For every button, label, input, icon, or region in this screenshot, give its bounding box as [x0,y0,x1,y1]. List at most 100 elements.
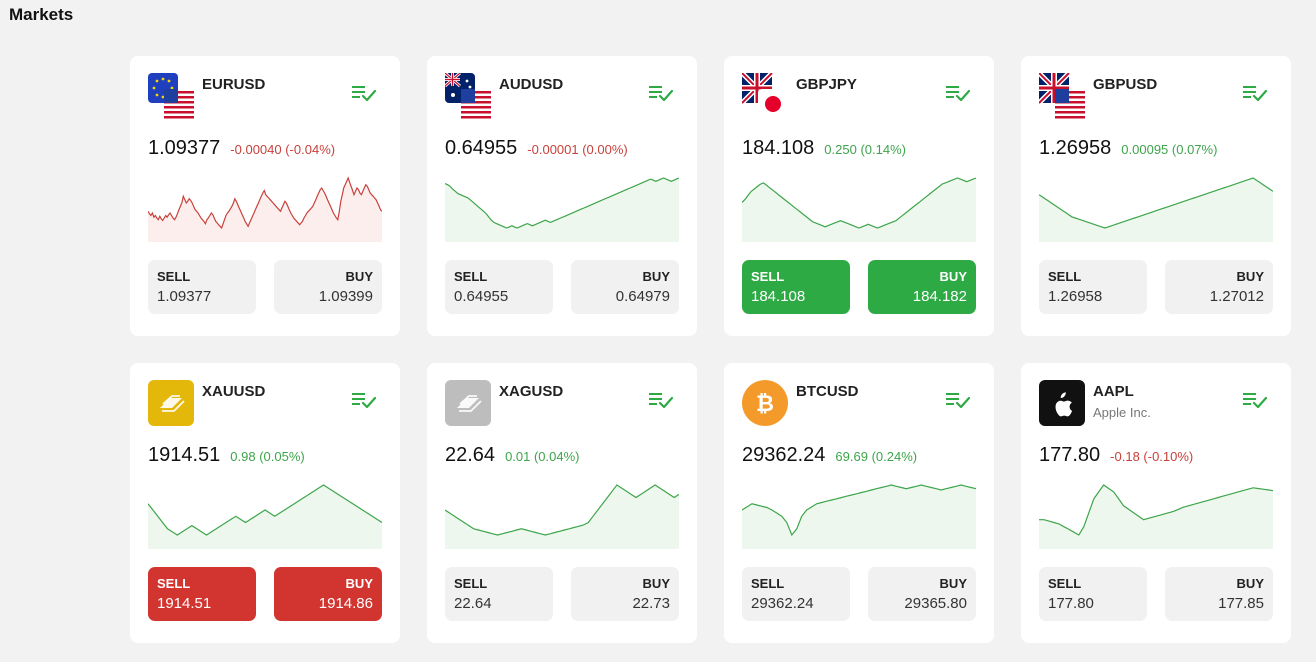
buy-button[interactable]: BUY 177.85 [1165,567,1273,621]
market-card-eurusd[interactable]: EURUSD 1.09377 -0.00040 (-0.04%) SELL 1.… [130,56,400,336]
sell-button[interactable]: SELL 1.26958 [1039,260,1147,314]
price-row: 1.09377 -0.00040 (-0.04%) [148,137,335,160]
market-card-xauusd[interactable]: XAUUSD 1914.51 0.98 (0.05%) SELL 1914.51… [130,363,400,643]
svg-text:₿: ₿ [756,392,774,417]
bitcoin-icon: ₿ [742,380,788,426]
watchlist-check-icon[interactable] [351,390,377,410]
eu-us-flag-icon [148,73,194,119]
sell-price: 1.09377 [157,288,212,305]
price-sparkline [742,481,976,549]
buy-price: 184.182 [912,288,967,305]
instrument-full-name: Apple Inc. [1093,405,1151,420]
buy-price: 1.09399 [318,288,373,305]
price-change: 0.01 (0.04%) [505,449,580,464]
sell-price: 0.64955 [454,288,509,305]
buy-price: 1.27012 [1209,288,1264,305]
buy-price: 1914.86 [318,595,373,612]
sell-label: SELL [1048,576,1082,591]
price-sparkline [445,174,679,242]
buy-button[interactable]: BUY 29365.80 [868,567,976,621]
buy-button[interactable]: BUY 1.09399 [274,260,382,314]
price-sparkline [1039,174,1273,242]
buy-label: BUY [642,269,670,284]
sell-price: 1914.51 [157,595,212,612]
price-row: 177.80 -0.18 (-0.10%) [1039,444,1193,467]
symbol-name[interactable]: GBPUSD [1093,76,1158,93]
sell-label: SELL [1048,269,1082,284]
market-card-gbpusd[interactable]: GBPUSD 1.26958 0.00095 (0.07%) SELL 1.26… [1021,56,1291,336]
market-card-gbpjpy[interactable]: GBPJPY 184.108 0.250 (0.14%) SELL 184.10… [724,56,994,336]
price-row: 0.64955 -0.00001 (0.00%) [445,137,628,160]
current-price: 1.09377 [148,137,221,159]
price-change: 0.00095 (0.07%) [1121,142,1218,157]
watchlist-check-icon[interactable] [945,390,971,410]
price-sparkline [1039,481,1273,549]
sell-button[interactable]: SELL 0.64955 [445,260,553,314]
sell-price: 184.108 [751,288,806,305]
current-price: 1914.51 [148,444,221,466]
current-price: 22.64 [445,444,496,466]
price-change: 0.98 (0.05%) [230,449,305,464]
sell-button[interactable]: SELL 29362.24 [742,567,850,621]
current-price: 1.26958 [1039,137,1112,159]
current-price: 0.64955 [445,137,518,159]
buy-price: 29365.80 [904,595,967,612]
watchlist-check-icon[interactable] [1242,390,1268,410]
buy-label: BUY [939,269,967,284]
price-row: 29362.24 69.69 (0.24%) [742,444,917,467]
price-sparkline [742,174,976,242]
watchlist-check-icon[interactable] [648,390,674,410]
buy-label: BUY [1236,576,1264,591]
price-row: 1914.51 0.98 (0.05%) [148,444,305,467]
symbol-name[interactable]: AAPL [1093,383,1134,400]
watchlist-check-icon[interactable] [1242,83,1268,103]
sell-button[interactable]: SELL 1914.51 [148,567,256,621]
buy-label: BUY [345,576,373,591]
sell-price: 1.26958 [1048,288,1103,305]
price-change: -0.18 (-0.10%) [1110,449,1194,464]
current-price: 177.80 [1039,444,1101,466]
sell-label: SELL [454,576,488,591]
sell-price: 22.64 [454,595,492,612]
sell-label: SELL [157,576,191,591]
watchlist-check-icon[interactable] [648,83,674,103]
price-change: -0.00040 (-0.04%) [230,142,336,157]
buy-button[interactable]: BUY 22.73 [571,567,679,621]
buy-button[interactable]: BUY 1914.86 [274,567,382,621]
sell-price: 29362.24 [751,595,814,612]
gold-bars-icon [148,380,194,426]
market-card-xagusd[interactable]: XAGUSD 22.64 0.01 (0.04%) SELL 22.64 BUY… [427,363,697,643]
symbol-name[interactable]: BTCUSD [796,383,859,400]
buy-button[interactable]: BUY 0.64979 [571,260,679,314]
market-card-audusd[interactable]: AUDUSD 0.64955 -0.00001 (0.00%) SELL 0.6… [427,56,697,336]
symbol-name[interactable]: EURUSD [202,76,266,93]
price-change: -0.00001 (0.00%) [527,142,628,157]
price-row: 184.108 0.250 (0.14%) [742,137,906,160]
sell-label: SELL [751,576,785,591]
market-card-aapl[interactable]: AAPL Apple Inc. 177.80 -0.18 (-0.10%) SE… [1021,363,1291,643]
watchlist-check-icon[interactable] [351,83,377,103]
price-row: 22.64 0.01 (0.04%) [445,444,580,467]
price-row: 1.26958 0.00095 (0.07%) [1039,137,1217,160]
page-title: Markets [9,5,74,24]
price-change: 69.69 (0.24%) [835,449,918,464]
symbol-name[interactable]: XAGUSD [499,383,564,400]
buy-label: BUY [642,576,670,591]
sell-label: SELL [454,269,488,284]
sell-button[interactable]: SELL 184.108 [742,260,850,314]
buy-button[interactable]: BUY 1.27012 [1165,260,1273,314]
buy-price: 0.64979 [615,288,670,305]
sell-price: 177.80 [1048,595,1094,612]
market-card-btcusd[interactable]: ₿ BTCUSD 29362.24 69.69 (0.24%) SELL 293… [724,363,994,643]
watchlist-check-icon[interactable] [945,83,971,103]
buy-label: BUY [1236,269,1264,284]
sell-button[interactable]: SELL 1.09377 [148,260,256,314]
gb-jp-flag-icon [742,73,788,119]
buy-button[interactable]: BUY 184.182 [868,260,976,314]
price-sparkline [148,174,382,242]
sell-button[interactable]: SELL 22.64 [445,567,553,621]
symbol-name[interactable]: AUDUSD [499,76,564,93]
symbol-name[interactable]: GBPJPY [796,76,857,93]
symbol-name[interactable]: XAUUSD [202,383,266,400]
sell-button[interactable]: SELL 177.80 [1039,567,1147,621]
